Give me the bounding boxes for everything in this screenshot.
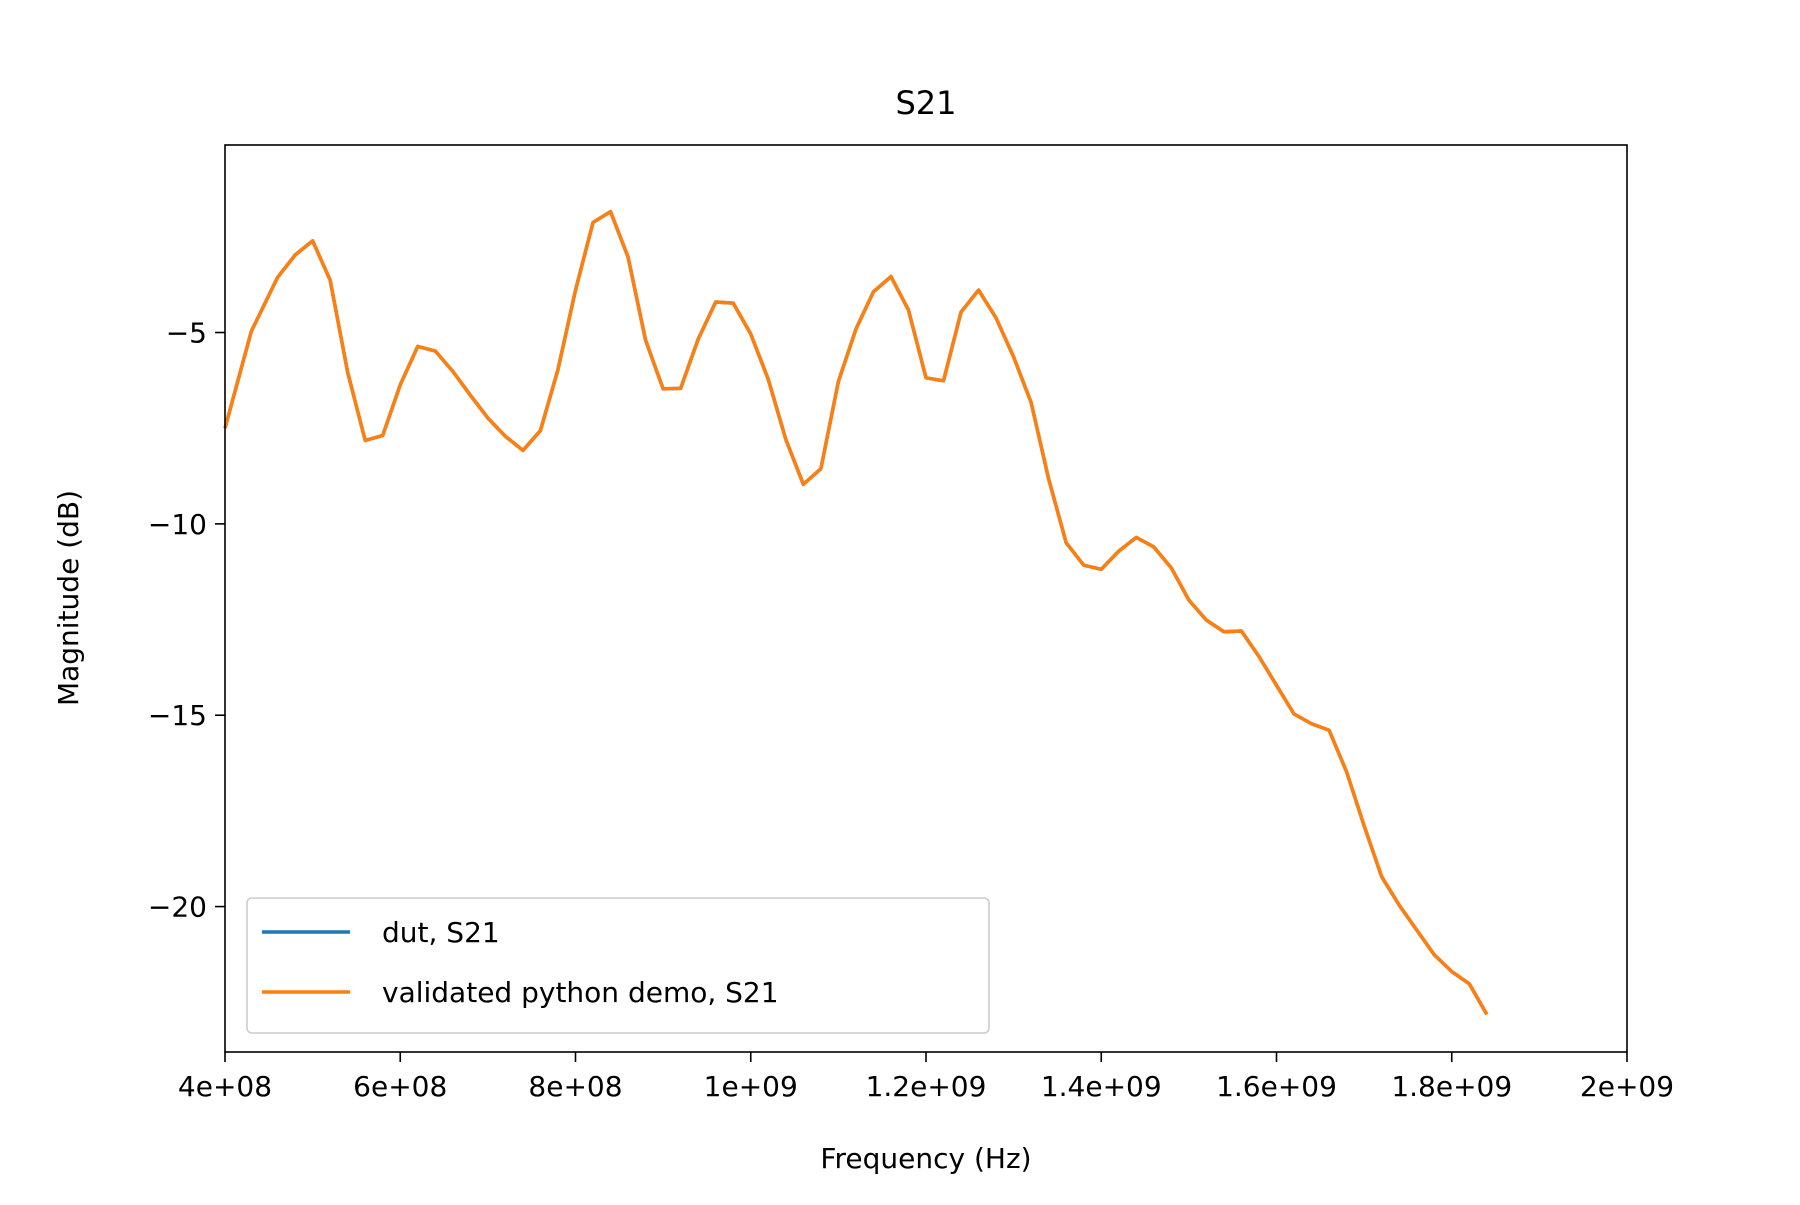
x-tick-label: 1.6e+09	[1216, 1070, 1337, 1103]
x-axis-label: Frequency (Hz)	[820, 1142, 1031, 1175]
series-line-python-demo	[223, 209, 1489, 1016]
legend: dut, S21 validated python demo, S21	[246, 897, 990, 1034]
y-tick-label: −15	[148, 699, 207, 732]
y-axis-label: Magnitude (dB)	[52, 490, 85, 706]
x-tick-label: 2e+09	[1580, 1070, 1674, 1103]
y-axis-ticks: −5 −10 −15 −20	[148, 317, 225, 924]
y-tick-label: −10	[148, 508, 207, 541]
x-tick-label: 1.8e+09	[1391, 1070, 1512, 1103]
x-tick-label: 6e+08	[353, 1070, 447, 1103]
x-tick-label: 8e+08	[528, 1070, 622, 1103]
x-tick-label: 1.2e+09	[866, 1070, 987, 1103]
y-tick-label: −5	[166, 317, 207, 350]
legend-label-dut: dut, S21	[382, 916, 500, 949]
legend-label-python-demo: validated python demo, S21	[382, 976, 779, 1009]
legend-box	[246, 897, 990, 1034]
x-tick-label: 1e+09	[704, 1070, 798, 1103]
x-tick-label: 1.4e+09	[1041, 1070, 1162, 1103]
y-tick-label: −20	[148, 891, 207, 924]
x-axis-ticks: 4e+08 6e+08 8e+08 1e+09 1.2e+09 1.4e+09 1.6e+0…	[178, 1052, 1674, 1103]
series-layer	[223, 209, 1489, 1016]
chart-title: S21	[895, 84, 956, 122]
x-tick-label: 4e+08	[178, 1070, 272, 1103]
